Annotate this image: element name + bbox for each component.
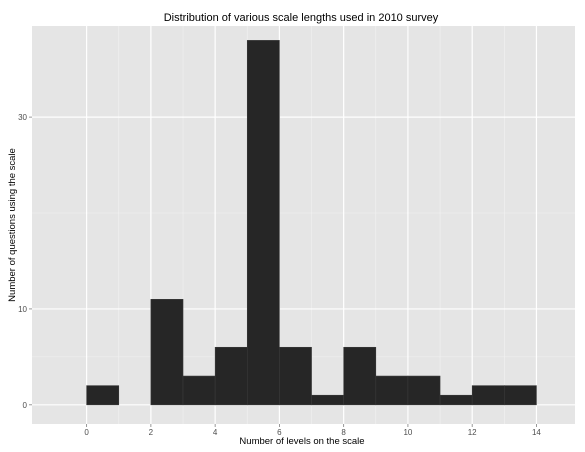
chart-title: Distribution of various scale lengths us… xyxy=(164,12,439,24)
x-axis-label: Number of levels on the scale xyxy=(239,436,364,447)
x-axis-ticks: 0 2 4 6 8 10 12 14 xyxy=(84,424,541,437)
bars xyxy=(86,40,537,406)
histogram-bar xyxy=(86,385,120,406)
x-tick-label: 8 xyxy=(341,428,346,437)
x-tick-label: 2 xyxy=(149,428,154,437)
histogram-bar xyxy=(343,346,377,406)
x-tick-label: 12 xyxy=(468,428,477,437)
x-tick-label: 10 xyxy=(403,428,412,437)
histogram-bar xyxy=(375,375,409,406)
histogram-bar xyxy=(439,394,473,406)
x-tick-label: 14 xyxy=(532,428,541,437)
histogram-bar xyxy=(150,299,184,406)
y-axis-ticks: 0 10 30 xyxy=(18,113,32,410)
histogram-bar xyxy=(214,346,248,406)
x-tick-label: 0 xyxy=(84,428,89,437)
histogram-bar xyxy=(246,40,280,406)
y-tick-label: 0 xyxy=(23,401,28,410)
histogram-bar xyxy=(311,394,344,406)
y-tick-label: 10 xyxy=(18,305,27,314)
histogram-bar xyxy=(182,375,216,406)
histogram-bar xyxy=(407,375,441,406)
x-tick-label: 4 xyxy=(213,428,218,437)
histogram-bar xyxy=(471,385,505,406)
y-tick-label: 30 xyxy=(18,113,27,122)
y-axis-label: Number of questions using the scale xyxy=(7,148,18,302)
x-tick-label: 6 xyxy=(277,428,282,437)
histogram-bar xyxy=(279,346,312,406)
histogram-bar xyxy=(504,385,537,406)
